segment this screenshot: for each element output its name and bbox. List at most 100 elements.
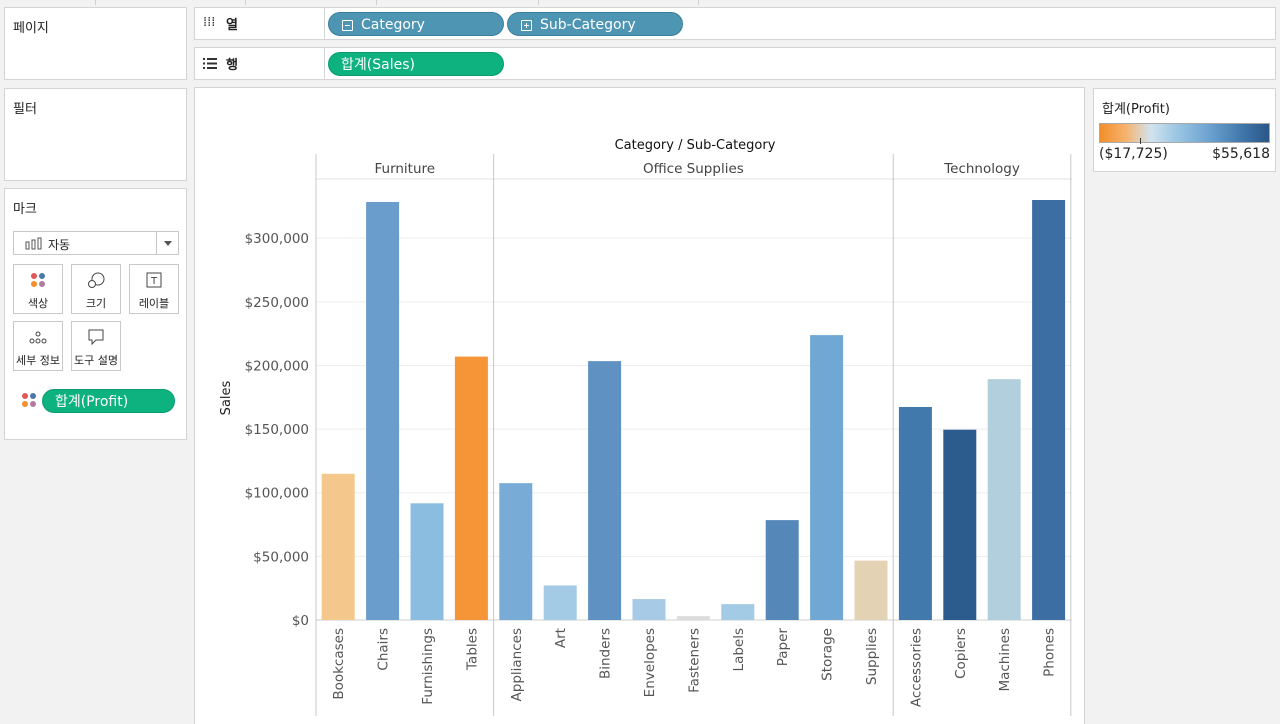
bar-chart-icon [25, 237, 42, 250]
y-tick-label: $300,000 [245, 231, 309, 247]
label-icon: T [146, 272, 162, 288]
x-tick-label: Paper [775, 628, 791, 667]
y-tick-label: $50,000 [253, 549, 309, 565]
y-axis-label: Sales [219, 380, 234, 415]
x-tick-label: Copiers [953, 628, 969, 679]
color-icon [31, 273, 45, 287]
y-tick-label: $150,000 [245, 422, 309, 438]
size-button-label: 크기 [85, 297, 107, 310]
bar [765, 520, 799, 620]
bar [588, 361, 622, 620]
x-tick-label: Accessories [908, 628, 924, 707]
pages-card-title: 페이지 [13, 21, 49, 36]
bar [987, 379, 1021, 620]
rows-shelf: 행 합계(Sales) [194, 47, 1276, 80]
columns-shelf-label: ⁞⁞⁞ 열 [195, 8, 325, 39]
rows-shelf-label: 행 [195, 48, 325, 79]
y-tick-label: $100,000 [245, 486, 309, 502]
tooltip-icon [88, 329, 104, 346]
legend-zero-tick [1140, 138, 1141, 144]
filters-card: 필터 [4, 88, 187, 181]
x-tick-label: Binders [598, 628, 614, 679]
marks-card: 마크 자동 색상 크기 T 레이블 [4, 188, 187, 440]
detail-button-label: 세부 정보 [16, 354, 60, 367]
legend-color-ramp [1099, 123, 1270, 143]
mark-type-label: 자동 [48, 238, 71, 252]
profit-legend: 합계(Profit) ($17,725) $55,618 [1093, 88, 1276, 172]
legend-max: $55,618 [1212, 146, 1270, 162]
sub-category-pill[interactable]: Sub-Category [507, 12, 683, 36]
bar [543, 585, 577, 620]
x-tick-label: Bookcases [331, 628, 347, 700]
color-icon [22, 393, 36, 407]
x-tick-label: Art [553, 628, 569, 648]
svg-text:T: T [150, 276, 158, 287]
bar [898, 406, 932, 620]
legend-title: 합계(Profit) [1102, 102, 1170, 117]
category-header: Technology [943, 161, 1020, 177]
x-tick-label: Phones [1042, 628, 1058, 677]
legend-min: ($17,725) [1099, 146, 1168, 162]
chart-title: Category / Sub-Category [615, 138, 776, 153]
x-tick-label: Storage [820, 628, 836, 681]
size-icon [88, 272, 105, 288]
rows-icon [203, 58, 217, 69]
size-button[interactable]: 크기 [71, 264, 121, 314]
bar [410, 503, 444, 620]
detail-button[interactable]: 세부 정보 [13, 321, 63, 371]
chart-panel: Category / Sub-Category $0 $50,000 $100,000… [194, 87, 1085, 724]
collapse-icon[interactable] [342, 20, 353, 31]
x-tick-label: Machines [997, 628, 1013, 692]
rows-shelf-title: 행 [226, 58, 238, 73]
bar [632, 599, 666, 620]
columns-icon: ⁞⁞⁞ [203, 15, 216, 30]
x-tick-label: Labels [731, 628, 747, 671]
filters-card-title: 필터 [13, 102, 37, 117]
pages-card: 페이지 [4, 7, 187, 80]
profit-color-pill-label: 합계(Profit) [55, 394, 129, 410]
category-header: Office Supplies [643, 161, 744, 177]
bar [321, 473, 355, 620]
columns-shelf: ⁞⁞⁞ 열 Category Sub-Category [194, 7, 1276, 40]
profit-color-pill[interactable]: 합계(Profit) [42, 389, 175, 413]
x-tick-label: Envelopes [642, 628, 658, 697]
color-button[interactable]: 색상 [13, 264, 63, 314]
label-button-label: 레이블 [138, 297, 170, 310]
category-pill[interactable]: Category [328, 12, 504, 36]
tooltip-button[interactable]: 도구 설명 [71, 321, 121, 371]
color-button-label: 색상 [27, 297, 49, 310]
bar-chart: Category / Sub-Category $0 $50,000 $100,000… [219, 138, 1072, 716]
y-tick-label: $0 [292, 613, 309, 629]
bar [499, 483, 533, 620]
bar [676, 616, 710, 620]
columns-shelf-title: 열 [226, 18, 238, 33]
x-tick-label: Appliances [509, 628, 525, 701]
x-tick-label: Furnishings [420, 628, 436, 705]
bar [454, 356, 488, 620]
bar [810, 335, 844, 620]
detail-icon [29, 331, 47, 344]
sales-pill[interactable]: 합계(Sales) [328, 52, 504, 76]
y-tick-label: $200,000 [245, 358, 309, 374]
x-tick-label: Fasteners [686, 628, 702, 693]
x-tick-label: Supplies [864, 628, 880, 685]
x-tick-label: Chairs [376, 628, 392, 671]
marks-card-title: 마크 [13, 202, 37, 217]
expand-icon[interactable] [521, 20, 532, 31]
mark-type-dropdown[interactable]: 자동 [13, 231, 179, 255]
sub-category-pill-label: Sub-Category [540, 17, 636, 33]
bar [854, 560, 888, 620]
chevron-down-icon[interactable] [156, 232, 178, 254]
y-tick-label: $250,000 [245, 295, 309, 311]
tab-strip [0, 0, 1280, 5]
tooltip-button-label: 도구 설명 [74, 354, 118, 367]
bar [366, 201, 400, 620]
x-tick-label: Tables [464, 628, 480, 671]
bar [721, 604, 755, 620]
category-header: Furniture [374, 161, 435, 177]
bar [943, 429, 977, 620]
bar [1032, 199, 1066, 620]
label-button[interactable]: T 레이블 [129, 264, 179, 314]
category-pill-label: Category [361, 17, 425, 33]
sales-pill-label: 합계(Sales) [341, 57, 415, 73]
